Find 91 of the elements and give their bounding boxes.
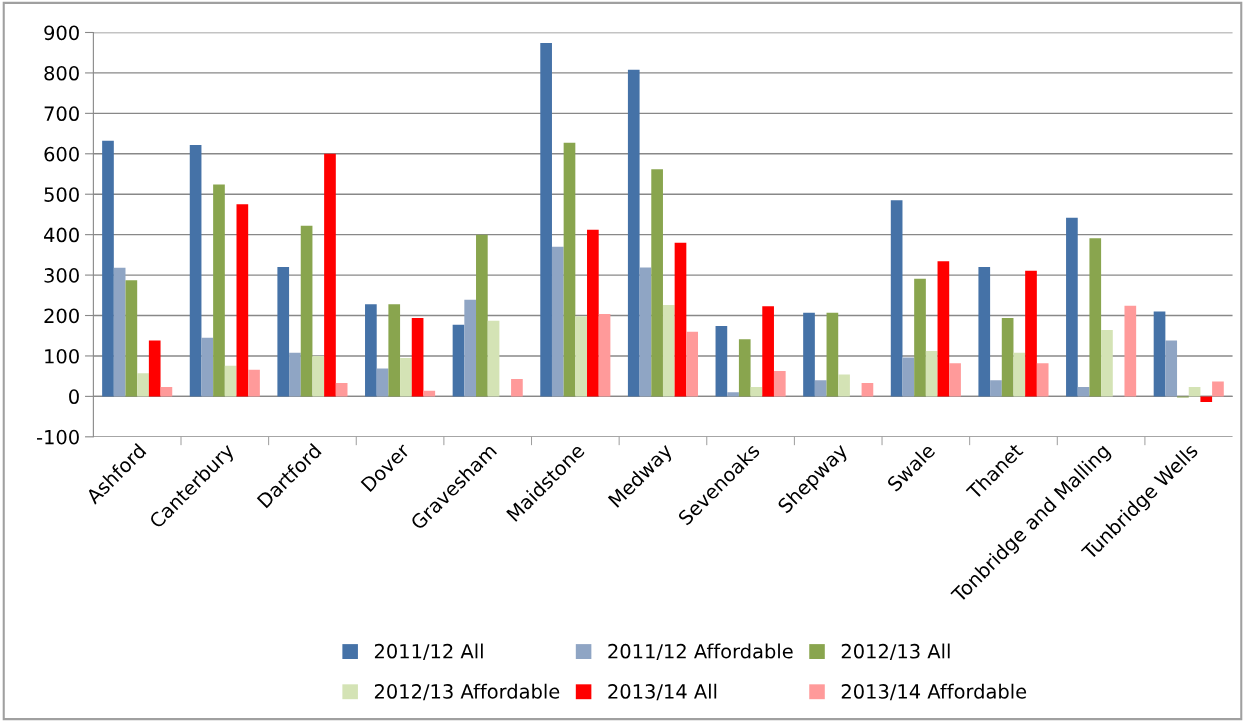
bar (838, 374, 850, 397)
legend-label: 2011/12 All (374, 643, 483, 661)
bar (312, 355, 325, 397)
bar (125, 280, 138, 397)
legend-label: 2013/14 Affordable (841, 683, 1027, 701)
bar (978, 267, 991, 397)
y-tick-label: 300 (44, 268, 79, 283)
bar (213, 184, 225, 397)
bar (1036, 363, 1049, 397)
bar (476, 234, 488, 397)
bar (1124, 305, 1137, 397)
bar (452, 324, 465, 397)
bar (148, 340, 161, 397)
bar (826, 312, 839, 397)
bar (587, 229, 599, 397)
y-tick-label: 800 (44, 65, 79, 81)
bar (861, 383, 874, 397)
y-tick-label: 0 (69, 389, 79, 405)
bar (464, 299, 477, 397)
bar (563, 142, 576, 397)
bar (1089, 238, 1102, 397)
y-tick-label: 600 (44, 146, 79, 162)
bar (1165, 340, 1178, 397)
y-tick-label: 700 (44, 106, 79, 122)
bar (662, 305, 675, 397)
bar (715, 326, 728, 397)
bar (137, 373, 149, 397)
bar (914, 278, 926, 397)
bar (1188, 387, 1201, 397)
bar (762, 306, 774, 397)
bar (1101, 330, 1113, 397)
bar (937, 261, 950, 397)
y-tick-label: 200 (44, 308, 79, 324)
bar (686, 331, 699, 397)
legend-label: 2012/13 Affordable (374, 683, 560, 701)
bar (277, 267, 290, 397)
bar (773, 370, 786, 397)
bar (511, 378, 523, 397)
bar (814, 380, 827, 397)
bar (674, 242, 687, 397)
bar (376, 368, 389, 397)
bar (551, 246, 564, 397)
y-tick-label: 100 (45, 348, 79, 364)
bar (160, 387, 173, 397)
bar (1066, 217, 1078, 397)
bar (300, 225, 313, 397)
bar (925, 351, 938, 397)
bar (990, 380, 1002, 397)
bar (575, 316, 588, 397)
bar (949, 363, 961, 397)
bar (423, 390, 436, 397)
bar (388, 304, 401, 397)
bar (803, 312, 815, 397)
bar (639, 267, 652, 397)
bar (324, 153, 336, 397)
bar (598, 313, 611, 397)
bar (1025, 270, 1037, 397)
legend-label: 2013/14 All (608, 683, 717, 701)
bar (1200, 396, 1213, 403)
bar (738, 339, 751, 397)
bar (1001, 317, 1014, 397)
bar (651, 169, 663, 397)
bar (248, 369, 260, 397)
y-tick-label: 500 (44, 187, 79, 202)
bar (189, 144, 202, 397)
bar (487, 320, 500, 397)
bar (727, 392, 739, 397)
bar (201, 337, 214, 397)
bar (1013, 352, 1026, 397)
bar (1077, 387, 1090, 397)
bar (289, 352, 301, 397)
bar (540, 43, 552, 397)
y-tick-label: 400 (44, 227, 79, 243)
bar (224, 365, 237, 397)
y-tick-label: 900 (44, 25, 79, 41)
bar (750, 387, 763, 397)
bar (890, 200, 903, 397)
bar (102, 140, 114, 397)
bar (335, 383, 348, 397)
bar (1212, 381, 1224, 397)
bar (400, 357, 412, 397)
bar (1153, 311, 1166, 397)
bar (113, 267, 126, 397)
bar (627, 69, 640, 397)
bar (902, 357, 915, 397)
bar (236, 204, 249, 397)
y-tick-label: -100 (37, 429, 79, 445)
legend-label: 2012/13 All (841, 643, 950, 661)
bar (411, 317, 424, 397)
bar (365, 304, 377, 397)
legend-label: 2011/12 Affordable (608, 643, 793, 661)
